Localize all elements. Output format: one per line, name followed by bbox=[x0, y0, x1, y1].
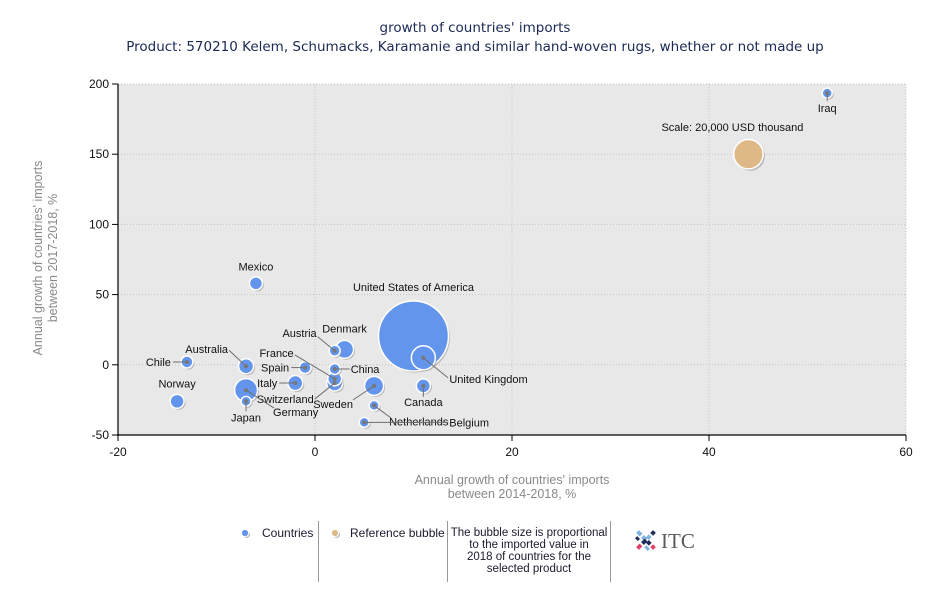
leader-line-germany bbox=[245, 389, 275, 409]
x-axis-title-line-1: Annual growth of countries' imports bbox=[415, 473, 610, 487]
legend: Countries Reference bubble The bubble si… bbox=[240, 521, 695, 582]
reference-bubble-label: Scale: 20,000 USD thousand bbox=[661, 122, 803, 134]
bubble-label-united-kingdom: United Kingdom bbox=[449, 374, 527, 386]
axes bbox=[112, 83, 907, 441]
leader-line-united-kingdom bbox=[423, 357, 449, 379]
leader-dot-italy bbox=[293, 381, 298, 386]
bubble-label-japan: Japan bbox=[231, 412, 261, 424]
legend-countries-label: Countries bbox=[262, 526, 313, 540]
y-axis-title-line-1: Annual growth of countries' imports bbox=[31, 161, 45, 356]
plot-area bbox=[118, 84, 906, 435]
leader-dot-france bbox=[332, 376, 337, 381]
x-tick-label: -20 bbox=[109, 445, 127, 459]
chart-subtitle: Product: 570210 Kelem, Schumacks, Karama… bbox=[126, 39, 824, 55]
leader-dot-iraq bbox=[825, 91, 830, 96]
chart-title: growth of countries' imports bbox=[380, 20, 571, 36]
leader-dot-netherlands bbox=[372, 403, 377, 408]
bubble-label-france: France bbox=[259, 348, 293, 360]
leader-dot-australia bbox=[244, 364, 249, 369]
itc-logo-text: ITC bbox=[661, 529, 695, 553]
bubble-label-italy: Italy bbox=[257, 378, 278, 390]
leader-dot-austria bbox=[332, 348, 337, 353]
leader-dot-sweden bbox=[372, 383, 377, 388]
leader-dot-chile bbox=[184, 359, 189, 364]
x-tick-label: 40 bbox=[702, 445, 716, 459]
y-tick-label: 150 bbox=[89, 147, 109, 161]
leader-line-sweden bbox=[352, 385, 375, 401]
legend-item-reference-bubble[interactable]: Reference bubble bbox=[330, 526, 445, 540]
y-tick-label: 200 bbox=[89, 77, 109, 91]
bubble-label-mexico: Mexico bbox=[238, 261, 273, 273]
bubble-label-spain: Spain bbox=[261, 363, 289, 375]
legend-item-countries[interactable]: Countries bbox=[240, 526, 313, 540]
leader-line-australia bbox=[228, 349, 247, 367]
bubble-label-iraq: Iraq bbox=[818, 103, 837, 115]
gridlines bbox=[118, 83, 907, 435]
y-axis-title-line-2: between 2017-2018, % bbox=[46, 194, 60, 323]
leader-dot-germany bbox=[244, 388, 249, 393]
bubble-norway[interactable] bbox=[169, 393, 185, 410]
reference-bubble[interactable] bbox=[732, 138, 764, 170]
leader-dot-canada bbox=[421, 383, 426, 388]
leader-dot-united-kingdom bbox=[421, 355, 426, 360]
leader-dot-belgium bbox=[362, 420, 367, 425]
y-tick-label: 100 bbox=[89, 217, 109, 231]
legend-countries-marker bbox=[240, 528, 250, 538]
leader-line-france bbox=[294, 354, 335, 380]
itc-logo-icon bbox=[635, 530, 656, 551]
bubble-label-china: China bbox=[351, 364, 381, 376]
leader-dot-spain bbox=[303, 365, 308, 370]
legend-note-line-2: to the imported value in bbox=[469, 539, 589, 551]
bubble-label-belgium: Belgium bbox=[449, 417, 489, 429]
bubble-label-sweden: Sweden bbox=[313, 399, 353, 411]
y-tick-label: 0 bbox=[102, 358, 109, 372]
tick-labels: -50 0 50 100 150 200 -20 0 20 40 60 bbox=[89, 77, 913, 459]
legend-note-line-3: 2018 of countries for the bbox=[467, 551, 591, 563]
leader-dot-china bbox=[332, 367, 337, 372]
x-tick-label: 60 bbox=[899, 445, 913, 459]
y-tick-label: 50 bbox=[96, 288, 110, 302]
legend-note-line-4: selected product bbox=[487, 563, 572, 575]
bubble-label-chile: Chile bbox=[146, 357, 171, 369]
legend-reference-marker bbox=[330, 528, 340, 538]
bubble-label-norway: Norway bbox=[158, 378, 196, 390]
bubble-label-austria: Austria bbox=[282, 328, 317, 340]
bubble-label-switzerland: Switzerland bbox=[257, 394, 314, 406]
x-axis-title-line-2: between 2014-2018, % bbox=[448, 487, 577, 501]
x-tick-label: 0 bbox=[312, 445, 319, 459]
bubble-mexico[interactable] bbox=[248, 276, 264, 291]
x-tick-label: 20 bbox=[505, 445, 519, 459]
bubble-label-canada: Canada bbox=[404, 397, 443, 409]
legend-note-line-1: The bubble size is proportional bbox=[451, 527, 608, 539]
bubble-label-germany: Germany bbox=[273, 407, 319, 419]
legend-note: The bubble size is proportional to the i… bbox=[451, 527, 608, 575]
bubble-label-australia: Australia bbox=[185, 344, 229, 356]
leader-line-switzerland bbox=[314, 382, 336, 400]
leader-dot-switzerland bbox=[332, 381, 337, 386]
leader-line-netherlands bbox=[373, 405, 392, 419]
bubble-label-united-states-of-america: United States of America bbox=[353, 282, 475, 294]
leader-dot-japan bbox=[244, 399, 249, 404]
bubble-labels: Scale: 20,000 USD thousand Iraq Mexico Unit… bbox=[146, 91, 837, 429]
itc-logo: ITC bbox=[635, 529, 695, 553]
leader-line-austria bbox=[317, 336, 336, 352]
y-axis-title: Annual growth of countries' imports betw… bbox=[31, 161, 60, 356]
legend-reference-label: Reference bubble bbox=[350, 526, 445, 540]
y-tick-label: -50 bbox=[92, 428, 110, 442]
bubble-label-denmark: Denmark bbox=[322, 323, 367, 335]
